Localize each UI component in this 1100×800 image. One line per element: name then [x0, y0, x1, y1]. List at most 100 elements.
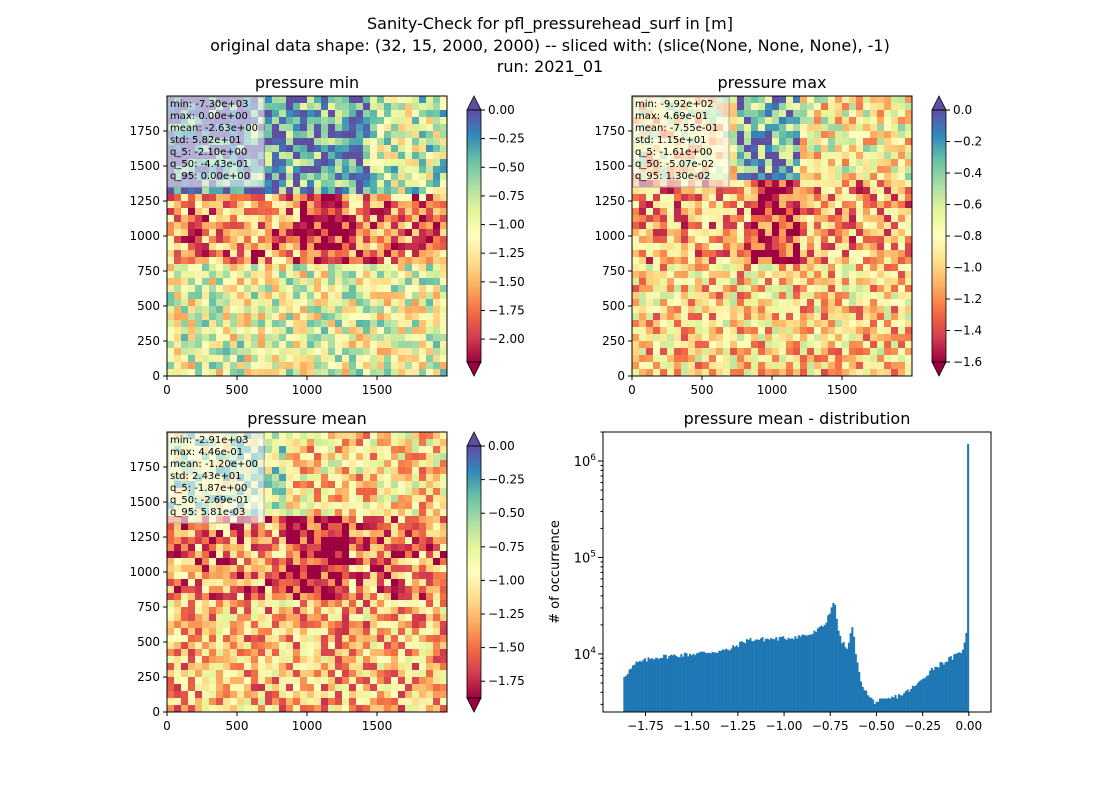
histogram-bar [692, 653, 695, 712]
histogram-bar [920, 679, 923, 712]
colorbar-tick-label: −0.75 [488, 540, 525, 554]
colorbar-tick-label: 0.0 [953, 103, 972, 117]
histogram-bar [896, 698, 899, 712]
colorbar-extend-bottom [466, 361, 482, 377]
y-tick-label: 0 [152, 705, 160, 719]
histogram-bar [764, 638, 768, 712]
histogram-bar [882, 698, 885, 712]
histogram-bar [770, 638, 773, 712]
y-tick-label: 1500 [594, 159, 625, 173]
histogram-bar [934, 666, 937, 712]
histogram-bar [794, 636, 797, 712]
histogram-bar [827, 615, 830, 712]
stats-line: q_95: 0.00e+00 [170, 171, 250, 182]
histogram-bar [949, 656, 952, 712]
histogram-bar [739, 641, 742, 712]
figure-title-line1: Sanity-Check for pfl_pressurehead_surf i… [367, 14, 733, 33]
histogram-bar [932, 669, 935, 712]
colorbar-frame [466, 109, 482, 363]
colorbar-tick-label: −2.00 [488, 332, 525, 346]
histogram-bar [713, 652, 716, 712]
histogram-bar [804, 635, 807, 712]
x-tick-label: −1.00 [766, 719, 803, 733]
histogram-bar [695, 653, 698, 712]
heatmap-panel-1: pressure min 0 500 1000 1500 0 250 500 750 1000 12… [129, 73, 524, 397]
colorbar-extend-bottom [931, 361, 947, 377]
x-tick-label: 1500 [362, 383, 393, 397]
y-axis-label: # of occurrence [548, 520, 563, 624]
y-tick-label: 106 [574, 453, 597, 470]
histogram-bar [754, 639, 757, 712]
histogram-bar [809, 634, 812, 712]
y-tick-label: 500 [137, 299, 160, 313]
histogram-bar [633, 664, 636, 712]
colorbar-tick-label: −1.50 [488, 641, 525, 655]
y-tick-label: 500 [602, 299, 625, 313]
x-tick-label: 0 [628, 383, 636, 397]
histogram-bar [742, 642, 745, 712]
stats-line: min: -7.30e+03 [170, 99, 249, 110]
histogram-bar [846, 648, 849, 712]
histogram-bar [771, 639, 774, 712]
y-tick-label: 750 [137, 264, 160, 278]
histogram-bar [835, 618, 838, 712]
histogram-bar [702, 651, 705, 712]
histogram-bar [811, 633, 814, 712]
histogram-bar [680, 654, 683, 712]
histogram-bar [785, 640, 788, 712]
y-tick-label: 1750 [129, 460, 160, 474]
histogram-bar [761, 637, 764, 712]
panel-title: pressure mean [247, 409, 367, 428]
histogram-bar [730, 648, 733, 712]
colorbar-tick-label: −0.50 [488, 506, 525, 520]
y-tick-label: 500 [137, 635, 160, 649]
stats-line: max: 4.46e-01 [170, 447, 243, 458]
stats-line: std: 2.43e+01 [170, 471, 242, 482]
panel-title: pressure max [717, 73, 826, 92]
histogram-bar [669, 654, 672, 712]
colorbar-tick-label: −1.4 [953, 324, 982, 338]
histogram-bar [927, 675, 930, 712]
histogram-bar [840, 643, 844, 712]
histogram-bar [806, 635, 809, 712]
colorbar: 0.0 −0.2 −0.4 −0.6 −0.8 −1.0 −1.2 −1.4 −1.6 [931, 95, 982, 377]
histogram-bar [663, 654, 666, 712]
histogram-bar [759, 638, 762, 712]
histogram-bar [844, 647, 847, 712]
histogram-bar [837, 630, 840, 712]
histogram-bar [682, 656, 685, 712]
histogram-bar [747, 640, 750, 712]
colorbar-extend-top [931, 95, 947, 111]
x-tick-label: 500 [691, 383, 714, 397]
histogram-bar [913, 686, 916, 712]
histogram-bar [892, 697, 895, 712]
x-tick-label: −1.50 [673, 719, 710, 733]
histogram-bar [878, 698, 882, 712]
histogram-bar [930, 667, 933, 712]
histogram-bar [720, 650, 723, 712]
colorbar-tick-label: −1.50 [488, 275, 525, 289]
histogram-bar [773, 639, 776, 712]
colorbar-frame [466, 445, 482, 699]
histogram-bar [828, 613, 831, 712]
histogram-bars [623, 444, 970, 712]
histogram-bar [777, 640, 780, 712]
histogram-bar [673, 654, 676, 712]
colorbar-tick-label: 0.00 [488, 439, 515, 453]
histogram-bar [676, 656, 679, 712]
histogram-bar [635, 661, 638, 712]
histogram-bar [915, 685, 918, 712]
histogram-bar [904, 690, 907, 712]
y-tick-label: 1500 [129, 495, 160, 509]
histogram-bar [649, 659, 652, 712]
x-tick-label: −0.50 [858, 719, 895, 733]
x-tick-label: −1.75 [627, 719, 664, 733]
histogram-bar [659, 657, 662, 712]
histogram-bar [923, 678, 926, 712]
histogram-bar [723, 650, 726, 712]
histogram-bar [683, 652, 686, 712]
histogram-bar [652, 659, 655, 712]
histogram-bar [823, 625, 826, 712]
stats-line: mean: -7.55e-01 [635, 123, 718, 134]
